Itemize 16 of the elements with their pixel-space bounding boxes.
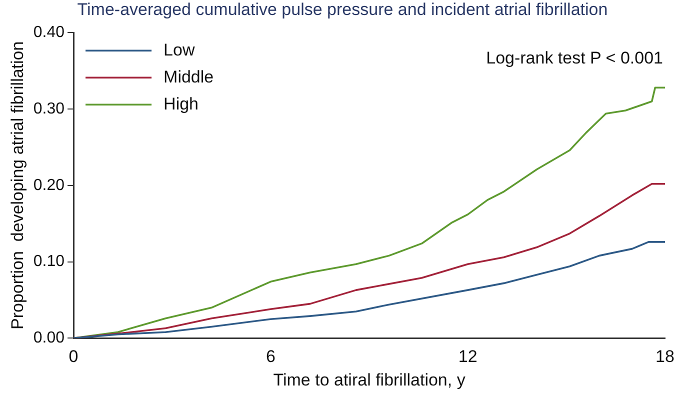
y-tick-label: 0.00 bbox=[33, 330, 65, 347]
x-tick-label: 18 bbox=[656, 347, 674, 366]
y-tick-label: 0.20 bbox=[33, 176, 65, 194]
legend-label: Middle bbox=[164, 67, 214, 86]
x-tick-label: 12 bbox=[458, 347, 478, 366]
legend-label: High bbox=[164, 94, 199, 114]
y-axis-title: Proportion developing atrial fibrillation bbox=[8, 41, 27, 330]
x-tick-label: 0 bbox=[68, 347, 78, 366]
x-tick-label: 6 bbox=[266, 347, 276, 366]
y-tick-label: 0.40 bbox=[33, 24, 65, 42]
chart-title: Time-averaged cumulative pulse pressure and incident atrial fibrillation bbox=[76, 0, 609, 20]
x-axis-title: Time to atiral fibrillation, y bbox=[273, 370, 466, 390]
y-tick-label: 0.30 bbox=[33, 100, 65, 118]
annotation: Log-rank test P < 0.001 bbox=[486, 48, 663, 68]
legend-label: Low bbox=[164, 40, 196, 60]
y-tick-label: 0.10 bbox=[33, 253, 65, 270]
